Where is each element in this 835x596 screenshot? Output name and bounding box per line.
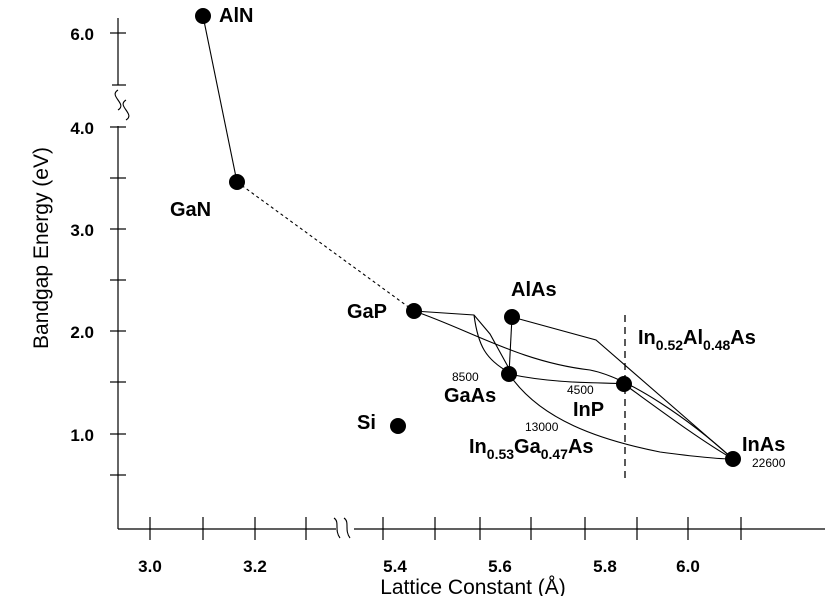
label-gaas: GaAs [444, 385, 496, 407]
label-gan: GaN [170, 199, 211, 221]
curve-gap-inas [413, 310, 734, 460]
curve-alas-inas [511, 316, 734, 460]
x-tick-label-3.2: 3.2 [243, 557, 267, 576]
label-si: Si [357, 412, 376, 434]
curve-alas-gaas [508, 316, 513, 375]
curve-gap-gaas-inner [473, 314, 513, 375]
y-tick-label-1: 1.0 [70, 426, 94, 445]
label-inp: InP [573, 399, 604, 421]
y-tick-label-4: 4.0 [70, 119, 94, 138]
x-tick-label-5.4: 5.4 [383, 557, 407, 576]
x-tick-label-6.0: 6.0 [676, 557, 700, 576]
label-inalas: In0.52Al0.48As [638, 327, 756, 353]
curve-gap-gaas [413, 310, 513, 375]
x-axis-title: Lattice Constant (Å) [380, 576, 566, 596]
y-axis-break [108, 84, 130, 126]
y-ticks [110, 32, 126, 476]
y-axis-title: Bandgap Energy (eV) [30, 147, 53, 349]
point-aln [195, 8, 211, 24]
point-inp [616, 376, 632, 392]
x-tick-label-5.8: 5.8 [593, 557, 617, 576]
curve-gaas-inas [508, 373, 734, 460]
point-gan [229, 174, 245, 190]
curve-gan-gap [236, 181, 415, 312]
annotation-inp-value: 4500 [567, 383, 594, 397]
y-tick-label-2: 2.0 [70, 323, 94, 342]
x-ticks [149, 517, 742, 540]
label-inas: InAs [742, 434, 785, 456]
point-gaas [501, 366, 517, 382]
label-alas: AlAs [511, 279, 557, 301]
y-tick-label-3: 3.0 [70, 221, 94, 240]
annotation-inas-value: 22600 [752, 456, 786, 470]
curve-aln-gan [202, 15, 238, 183]
label-ingaas: In0.53Ga0.47As [469, 436, 594, 462]
x-tick-label-5.6: 5.6 [488, 557, 512, 576]
annotation-gaas-value: 8500 [452, 370, 479, 384]
y-tick-label-6: 6.0 [70, 25, 94, 44]
point-alas [504, 309, 520, 325]
x-tick-label-3.0: 3.0 [138, 557, 162, 576]
label-aln: AlN [219, 5, 253, 27]
point-gap [406, 303, 422, 319]
point-inas [725, 451, 741, 467]
label-gap: GaP [347, 301, 387, 323]
point-si [390, 418, 406, 434]
x-axis-break [333, 517, 351, 539]
annotation-ingaas-value: 13000 [525, 420, 559, 434]
